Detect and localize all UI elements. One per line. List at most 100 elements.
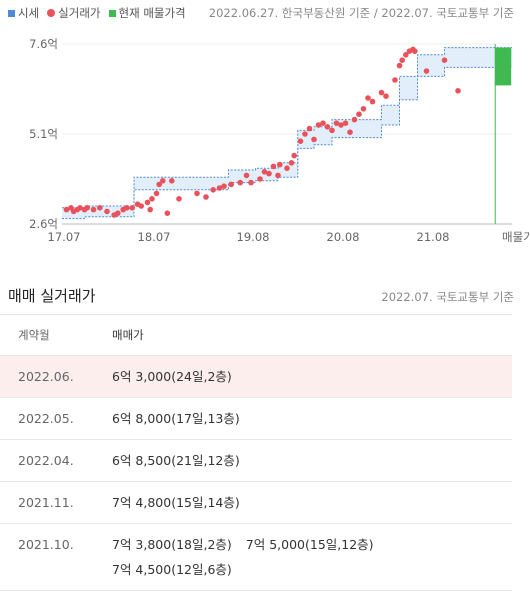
- trade-point: [338, 122, 344, 128]
- trade-point: [329, 127, 335, 134]
- trade-point: [266, 170, 272, 177]
- trade-point: [243, 172, 250, 179]
- x-tick-label: 20.08: [327, 230, 360, 244]
- trade-point: [90, 206, 97, 213]
- table-row: 2021.11. 7억 4,800(15일,14층): [0, 482, 512, 524]
- trade-point: [176, 196, 182, 202]
- chart-legend: 시세 실거래가 현재 매물가격: [8, 4, 194, 22]
- legend-item-0[interactable]: 시세: [8, 5, 39, 21]
- trade-point: [156, 181, 162, 188]
- trade-point: [277, 161, 283, 168]
- header-price: 매매가: [112, 328, 144, 342]
- table-row: 2021.10. 7억 3,800(18일,2층) 7억 5,000(15일,12층…: [0, 524, 512, 591]
- trade-point: [356, 111, 362, 117]
- trade-point: [412, 48, 418, 54]
- trade-point: [392, 77, 398, 83]
- listing-price-bar: [495, 47, 512, 86]
- chart-source: 2022.06.27. 한국부동산원 기준 / 2022.07. 국토교통부 기…: [208, 6, 514, 20]
- trade-section-source: 2022.07. 국토교통부 기준: [381, 290, 514, 304]
- trade-point: [297, 138, 304, 144]
- trade-entry: 6억 8,500(21일,12층): [112, 453, 240, 468]
- trade-point: [160, 178, 166, 184]
- trade-point: [288, 160, 295, 166]
- table-row: 2022.04. 6억 8,500(21일,12층): [0, 440, 512, 482]
- trade-point: [365, 95, 371, 101]
- table-body: 2022.06. 6억 3,000(24일,2층) 2022.05. 6억 8,000…: [0, 356, 512, 591]
- trade-point: [311, 136, 317, 143]
- trade-point: [270, 163, 277, 170]
- trade-point: [115, 210, 121, 216]
- trade-point: [153, 190, 160, 197]
- trade-point: [455, 88, 461, 94]
- legend-label: 시세: [18, 6, 40, 20]
- trade-point: [221, 183, 227, 189]
- trade-point: [302, 131, 308, 137]
- y-tick-label: 7.6억: [29, 37, 58, 51]
- trade-section-title: 매매 실거래가: [8, 287, 96, 305]
- row-month: 2022.06.: [18, 369, 74, 384]
- trade-point: [324, 124, 331, 130]
- legend-label: 실거래가: [58, 6, 101, 20]
- row-prices: 6억 8,000(17일,13층): [112, 398, 512, 439]
- table-header: 계약월 매매가: [0, 314, 512, 356]
- trade-entry: 7억 4,500(12일,6층): [112, 562, 232, 577]
- trade-point: [216, 185, 223, 191]
- trade-point: [144, 199, 151, 206]
- trade-point: [138, 203, 144, 209]
- trade-point: [104, 208, 110, 215]
- trade-point: [315, 122, 322, 128]
- trade-point: [149, 196, 155, 202]
- x-tick-label: 19.08: [237, 230, 270, 244]
- x-tick-label: 21.08: [417, 230, 450, 244]
- trade-point: [369, 98, 376, 105]
- header-month: 계약월: [18, 328, 50, 342]
- table-row: 2022.05. 6억 8,000(17일,13층): [0, 398, 512, 440]
- trade-point: [210, 187, 216, 193]
- trade-point: [441, 57, 448, 63]
- legend-swatch-icon: [47, 9, 56, 17]
- trade-point: [147, 206, 153, 213]
- trade-point: [306, 125, 313, 132]
- legend-item-1[interactable]: 실거래가: [47, 5, 101, 21]
- trade-point: [423, 68, 430, 74]
- trade-entry: 6억 8,000(17일,13층): [112, 411, 240, 426]
- trade-entry: 7억 4,800(15일,14층): [112, 495, 240, 510]
- market-price-band: [62, 47, 512, 219]
- row-month: 2021.10.: [18, 537, 74, 552]
- trade-point: [275, 172, 281, 179]
- trade-point: [124, 205, 130, 211]
- row-prices: 7억 3,800(18일,2층) 7억 5,000(15일,12층) 7억 4,50…: [112, 524, 512, 590]
- trade-point: [291, 152, 298, 159]
- trade-point: [248, 179, 254, 186]
- row-prices: 6억 3,000(24일,2층): [112, 356, 512, 397]
- trade-point: [129, 205, 135, 211]
- trade-point: [347, 129, 353, 135]
- trade-point: [351, 116, 358, 123]
- trade-point: [169, 178, 175, 184]
- y-tick-label: 2.6억: [29, 217, 58, 231]
- trade-entry: 7억 5,000(15일,12층): [245, 537, 374, 552]
- trade-point: [257, 176, 263, 182]
- row-prices: 6억 8,500(21일,12층): [112, 440, 512, 481]
- trade-point: [320, 120, 326, 126]
- y-tick-label: 5.1억: [29, 127, 58, 141]
- row-prices: 7억 4,800(15일,14층): [112, 482, 512, 523]
- legend-item-2[interactable]: 현재 매물가격: [108, 5, 186, 21]
- trade-point: [403, 52, 409, 58]
- trade-point: [378, 89, 385, 96]
- trade-point: [333, 120, 340, 126]
- trade-entry: 6억 3,000(24일,2층): [112, 369, 232, 384]
- x-tick-label: 18.07: [138, 230, 171, 244]
- trade-point: [84, 205, 90, 211]
- legend-label: 현재 매물가격: [118, 6, 186, 20]
- trade-point: [383, 93, 389, 99]
- legend-swatch-icon: [108, 9, 116, 17]
- row-month: 2021.11.: [18, 495, 74, 510]
- trade-point: [284, 165, 290, 171]
- trade-point: [97, 205, 103, 211]
- x-tick-label: 17.07: [48, 230, 81, 244]
- trade-point: [342, 120, 349, 126]
- trade-point: [399, 57, 406, 63]
- trade-point: [228, 181, 234, 188]
